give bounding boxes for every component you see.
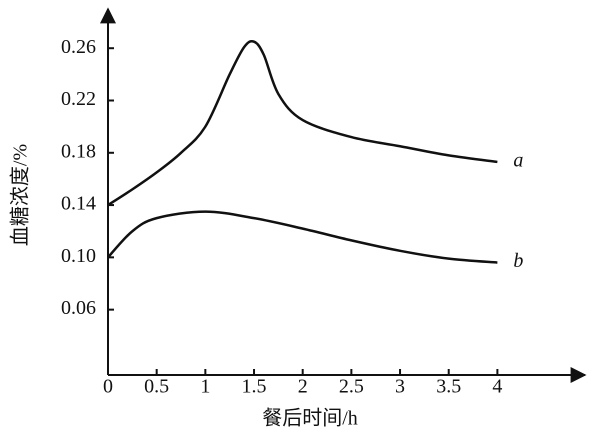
x-tick-label: 2.5: [339, 376, 364, 398]
y-tick-label: 0.22: [61, 88, 96, 110]
series-label: b: [513, 250, 523, 272]
x-tick-label: 1: [200, 376, 210, 398]
x-axis-label: 餐后时间/h: [262, 407, 358, 430]
x-tick-label: 1.5: [242, 376, 267, 398]
x-tick-label: 4: [492, 376, 502, 398]
line: [107, 39, 498, 207]
series-label: a: [513, 150, 523, 172]
y-tick-label: 0.18: [61, 140, 96, 162]
x-tick-label: 3.5: [436, 376, 461, 398]
y-tick-label: 0.06: [61, 297, 96, 319]
y-tick-label: 0.14: [61, 193, 96, 215]
y-tick-label: 0.10: [61, 245, 96, 267]
x-tick-label: 3: [395, 376, 405, 398]
y-axis-label: 血糖浓度/%: [9, 144, 32, 246]
x-tick-label: 0: [103, 376, 113, 398]
x-tick-label: 2: [298, 376, 308, 398]
line: [107, 210, 498, 264]
x-tick-label: 0.5: [144, 376, 169, 398]
y-tick-label: 0.26: [61, 36, 96, 58]
